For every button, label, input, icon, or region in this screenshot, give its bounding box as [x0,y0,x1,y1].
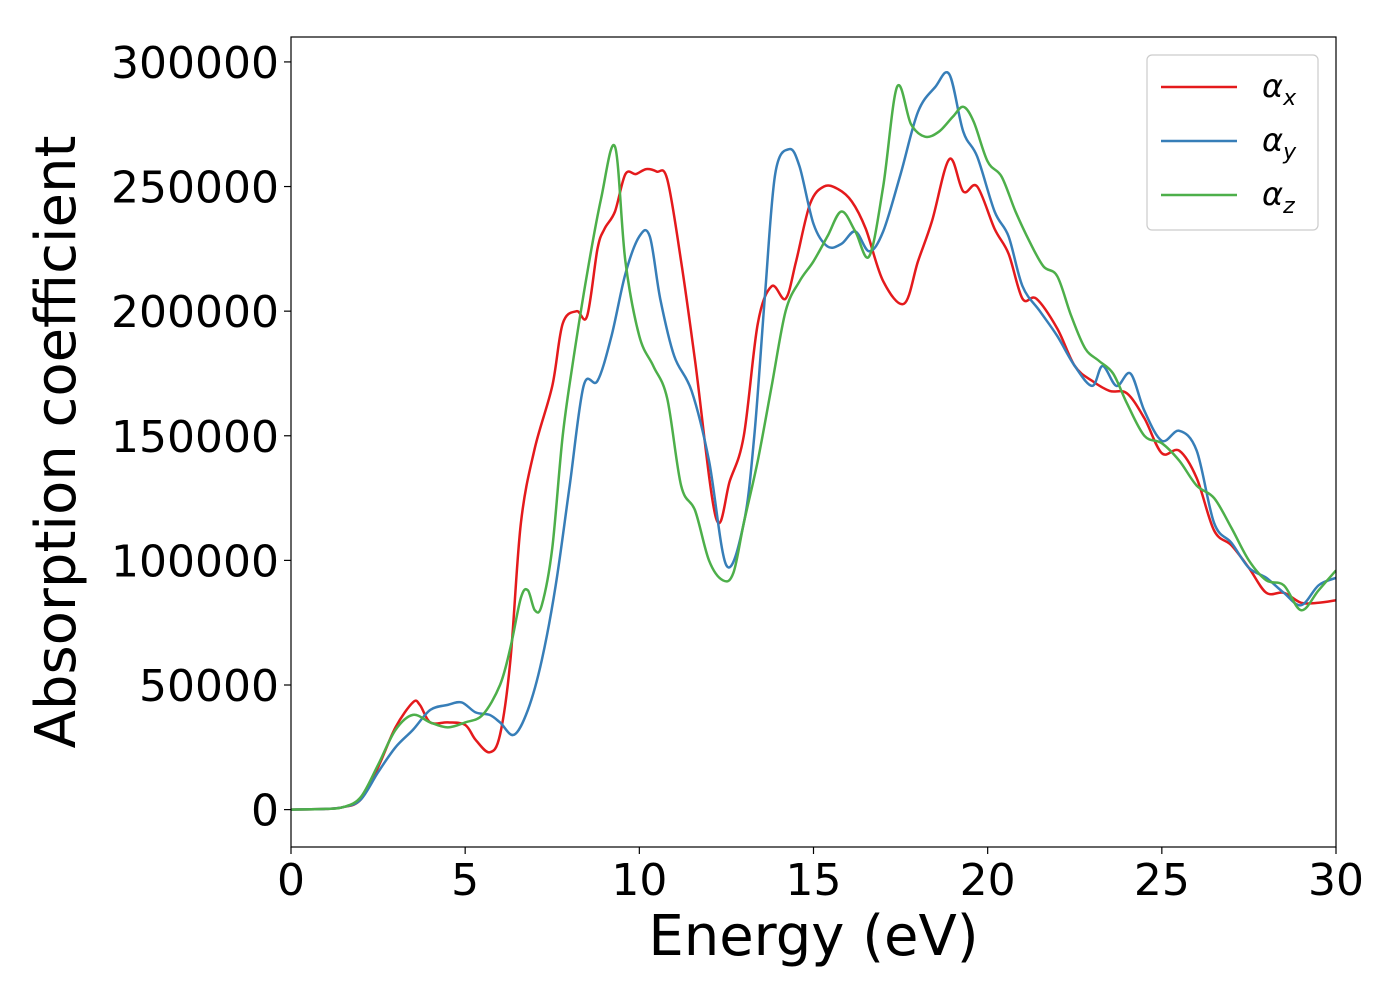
x-tick-label: 25 [1134,855,1190,906]
x-axis-ticks: 0 5 10 15 20 25 30 [277,847,1364,906]
x-tick-label: 20 [960,855,1016,906]
x-tick-label: 0 [277,855,305,906]
y-tick-label: 200000 [111,287,279,338]
legend-label-y: αy [1262,121,1297,165]
x-tick-label: 5 [451,855,479,906]
legend-label-z: αz [1262,175,1295,219]
x-axis-label: Energy (eV) [648,904,978,969]
y-tick-label: 250000 [111,163,279,214]
legend-label-x: αx [1262,67,1297,111]
legend: αx αy αz [1146,54,1319,231]
x-tick-label: 30 [1308,855,1364,906]
x-tick-label: 15 [786,855,842,906]
y-axis-label: Absorption coefficient [24,136,89,749]
series-line-x [291,157,1336,811]
y-tick-label: 50000 [139,661,279,712]
series-lines [291,71,1336,811]
y-tick-label: 0 [251,786,279,837]
y-tick-label: 300000 [111,38,279,89]
series-line-z [291,83,1336,811]
y-axis-ticks: 0 50000 100000 150000 200000 250000 300000 [111,38,291,837]
x-tick-label: 10 [611,855,667,906]
legend-box [1146,54,1319,231]
series-line-y [291,71,1336,811]
y-tick-label: 100000 [111,536,279,587]
y-tick-label: 150000 [111,412,279,463]
